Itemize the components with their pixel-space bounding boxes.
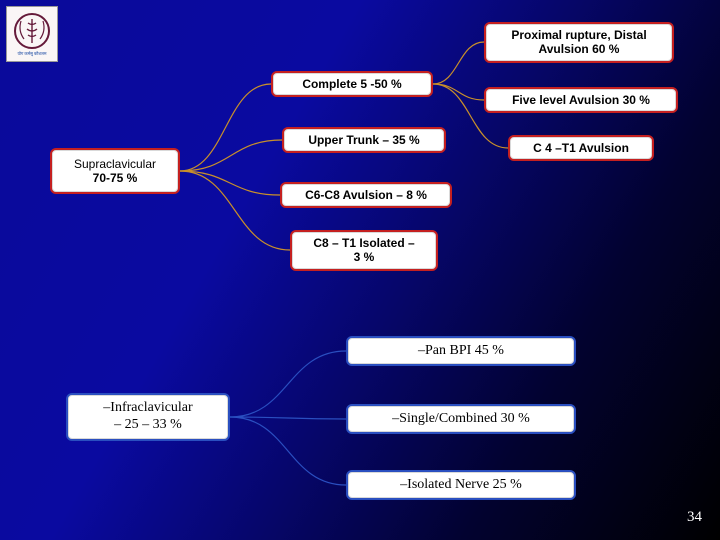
value: Avulsion 60 % (539, 42, 620, 56)
box-upper-trunk: Upper Trunk – 35 % (282, 127, 446, 153)
label: –Infraclavicular (103, 400, 192, 417)
box-single-combined: –Single/Combined 30 % (346, 404, 576, 434)
svg-text:योग कर्मसु कौशलम: योग कर्मसु कौशलम (17, 51, 47, 57)
box-c4t1-avulsion: C 4 –T1 Avulsion (508, 135, 654, 161)
box-supraclavicular: Supraclavicular 70-75 % (50, 148, 180, 194)
box-isolated-nerve: –Isolated Nerve 25 % (346, 470, 576, 500)
label: Supraclavicular (74, 157, 156, 171)
value: – 25 – 33 % (114, 417, 182, 434)
logo-emblem-icon: योग कर्मसु कौशलम (9, 11, 55, 57)
label: –Pan BPI 45 % (418, 343, 504, 360)
label: Five level Avulsion 30 % (512, 93, 650, 107)
institution-logo: योग कर्मसु कौशलम (6, 6, 58, 62)
box-c6c8-avulsion: C6-C8 Avulsion – 8 % (280, 182, 452, 208)
label: –Isolated Nerve 25 % (400, 477, 522, 494)
box-pan-bpi: –Pan BPI 45 % (346, 336, 576, 366)
label: –Single/Combined 30 % (392, 411, 530, 428)
slide-number: 34 (687, 509, 702, 526)
box-c8t1-isolated: C8 – T1 Isolated – 3 % (290, 230, 438, 271)
box-infraclavicular: –Infraclavicular – 25 – 33 % (66, 393, 230, 441)
label: Proximal rupture, Distal (511, 28, 646, 42)
label: C8 – T1 Isolated – (313, 236, 414, 250)
label: Complete 5 -50 % (302, 77, 401, 91)
label: C6-C8 Avulsion – 8 % (305, 188, 427, 202)
box-five-level-avulsion: Five level Avulsion 30 % (484, 87, 678, 113)
value: 3 % (354, 250, 375, 264)
box-proximal-rupture: Proximal rupture, Distal Avulsion 60 % (484, 22, 674, 63)
label: C 4 –T1 Avulsion (533, 141, 629, 155)
value: 70-75 % (93, 171, 138, 185)
box-complete: Complete 5 -50 % (271, 71, 433, 97)
label: Upper Trunk – 35 % (308, 133, 419, 147)
